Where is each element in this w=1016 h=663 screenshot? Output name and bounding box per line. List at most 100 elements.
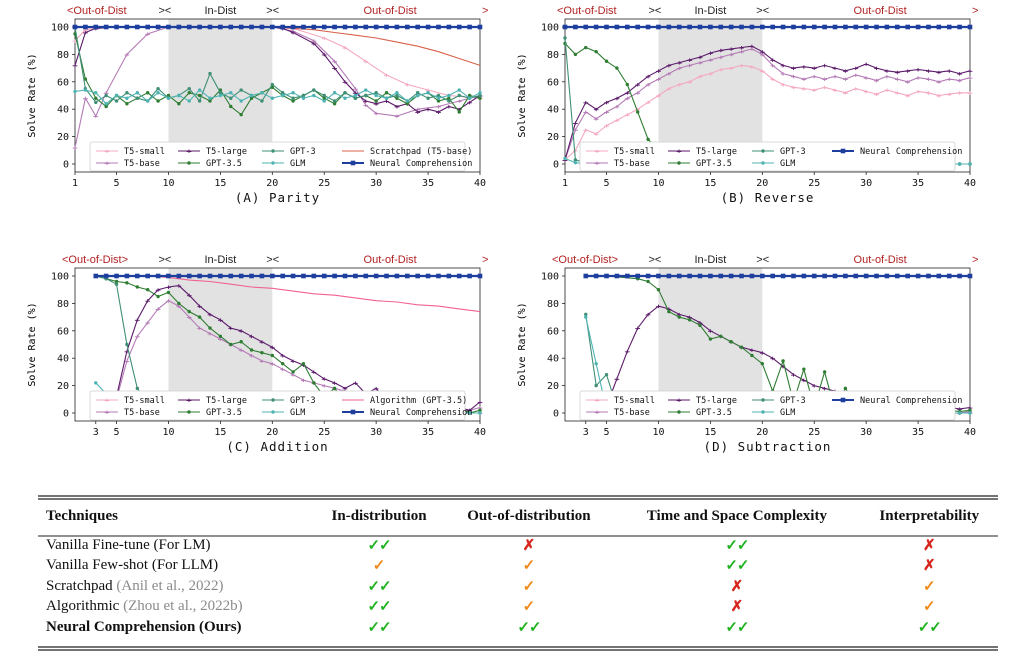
point-t5-small xyxy=(363,59,369,64)
point-t5-large xyxy=(707,329,713,333)
point-t5-base xyxy=(666,72,672,76)
legend-label-t5-small: T5-small xyxy=(124,147,165,157)
point-t5-large xyxy=(635,83,641,87)
point-t5-base xyxy=(207,332,213,336)
point-neural-comprehension xyxy=(415,273,420,279)
series-t5-small xyxy=(562,63,973,162)
point-t5-large xyxy=(822,386,828,391)
point-glm xyxy=(332,91,337,95)
point-gpt-3-5 xyxy=(166,93,171,98)
y-tick-label: 60 xyxy=(547,326,559,337)
point-neural-comprehension xyxy=(811,273,817,279)
point-t5-small xyxy=(604,124,609,128)
point-gpt-3-5 xyxy=(83,77,88,81)
point-neural-comprehension xyxy=(207,273,213,279)
x-tick-label: 30 xyxy=(860,178,872,189)
point-gpt-3-5 xyxy=(729,340,733,344)
point-neural-comprehension xyxy=(145,273,150,279)
point-t5-base xyxy=(614,104,620,109)
point-neural-comprehension xyxy=(801,24,807,30)
region-right-bracket: > xyxy=(482,5,488,17)
point-gpt-3 xyxy=(270,82,275,87)
point-neural-comprehension xyxy=(666,24,672,30)
y-tick-label: 100 xyxy=(51,23,69,34)
x-tick-label: 10 xyxy=(162,427,174,438)
legend-label-algorithm-gpt-3-5: Algorithm (GPT-3.5) xyxy=(370,396,467,406)
point-gpt-3 xyxy=(229,96,233,100)
point-neural-comprehension xyxy=(874,24,879,30)
point-gpt-3 xyxy=(125,342,129,347)
point-gpt-3-5 xyxy=(698,323,702,328)
check-icon: ✓✓ xyxy=(367,537,391,554)
point-neural-comprehension xyxy=(697,24,703,30)
legend-box xyxy=(579,390,956,421)
point-t5-large xyxy=(228,326,234,331)
point-neural-comprehension xyxy=(749,24,755,30)
x-tick-label: 30 xyxy=(370,427,382,438)
point-gpt-3 xyxy=(563,36,567,40)
point-t5-base xyxy=(583,110,589,114)
point-gpt-3 xyxy=(156,86,160,91)
point-gpt-3-5 xyxy=(615,66,619,70)
point-t5-large xyxy=(874,66,879,71)
technique-label: Vanilla Few-shot (For LLM) xyxy=(46,557,219,574)
point-t5-large xyxy=(363,99,369,103)
point-neural-comprehension xyxy=(197,24,202,30)
point-gpt-3-5 xyxy=(447,96,451,100)
point-t5-base xyxy=(186,315,192,320)
point-t5-large xyxy=(415,110,421,114)
point-gpt-3-5 xyxy=(280,361,285,366)
x-tick-label: 10 xyxy=(652,178,664,189)
point-neural-comprehension xyxy=(843,24,848,30)
point-neural-comprehension xyxy=(342,24,348,30)
point-t5-base xyxy=(832,74,838,79)
point-glm xyxy=(135,91,140,95)
point-neural-comprehension xyxy=(93,24,99,30)
point-neural-comprehension xyxy=(363,273,369,279)
plot-frame xyxy=(74,267,481,422)
point-t5-base xyxy=(124,359,130,363)
point-t5-large xyxy=(884,69,890,73)
point-t5-base xyxy=(82,96,88,101)
point-t5-base xyxy=(842,77,848,82)
point-neural-comprehension xyxy=(666,273,672,279)
rating-cell: ✓✓ xyxy=(613,617,860,638)
point-glm xyxy=(584,315,588,319)
series-t5-base xyxy=(562,47,973,162)
point-neural-comprehension xyxy=(93,273,99,279)
point-gpt-3-5 xyxy=(166,290,171,295)
point-t5-base xyxy=(635,91,641,95)
point-t5-small xyxy=(384,73,389,77)
point-neural-comprehension xyxy=(895,24,900,30)
legend-marker xyxy=(840,148,846,154)
point-neural-comprehension xyxy=(456,24,462,30)
point-neural-comprehension xyxy=(384,273,389,279)
point-gpt-3-5 xyxy=(260,351,264,355)
point-gpt-3-5 xyxy=(197,315,202,319)
point-neural-comprehension xyxy=(687,24,692,30)
chart-panel-reverse: Out-of-Dist < >< In-Dist >< Out-of-Dist >0 20 40… xyxy=(490,0,990,240)
point-t5-large xyxy=(342,80,348,84)
point-gpt-3-5 xyxy=(594,49,598,54)
check-icon: ✓✓ xyxy=(517,619,541,636)
out-dist-right-label: Out-of-Dist xyxy=(364,5,417,17)
point-t5-large xyxy=(926,69,931,73)
point-t5-large xyxy=(373,102,379,106)
point-gpt-3-5 xyxy=(436,99,441,103)
in-dist-label: In-Dist xyxy=(204,5,236,17)
point-neural-comprehension xyxy=(373,273,379,279)
point-glm xyxy=(239,99,243,103)
point-gpt-3-5 xyxy=(781,359,785,363)
technique-name: Algorithmic (Zhou et al., 2022b) xyxy=(38,597,313,618)
point-t5-large xyxy=(583,100,589,105)
cross-icon: ✗ xyxy=(522,537,536,554)
point-gpt-3 xyxy=(114,282,119,286)
point-neural-comprehension xyxy=(342,273,348,279)
point-gpt-3-5 xyxy=(760,361,765,366)
y-axis-label: Solve Rate (%) xyxy=(517,302,528,386)
point-t5-small xyxy=(863,89,869,94)
x-tick-label: 20 xyxy=(266,178,278,189)
point-t5-large xyxy=(384,99,389,103)
point-gpt-3 xyxy=(573,158,578,162)
point-glm xyxy=(322,99,326,103)
